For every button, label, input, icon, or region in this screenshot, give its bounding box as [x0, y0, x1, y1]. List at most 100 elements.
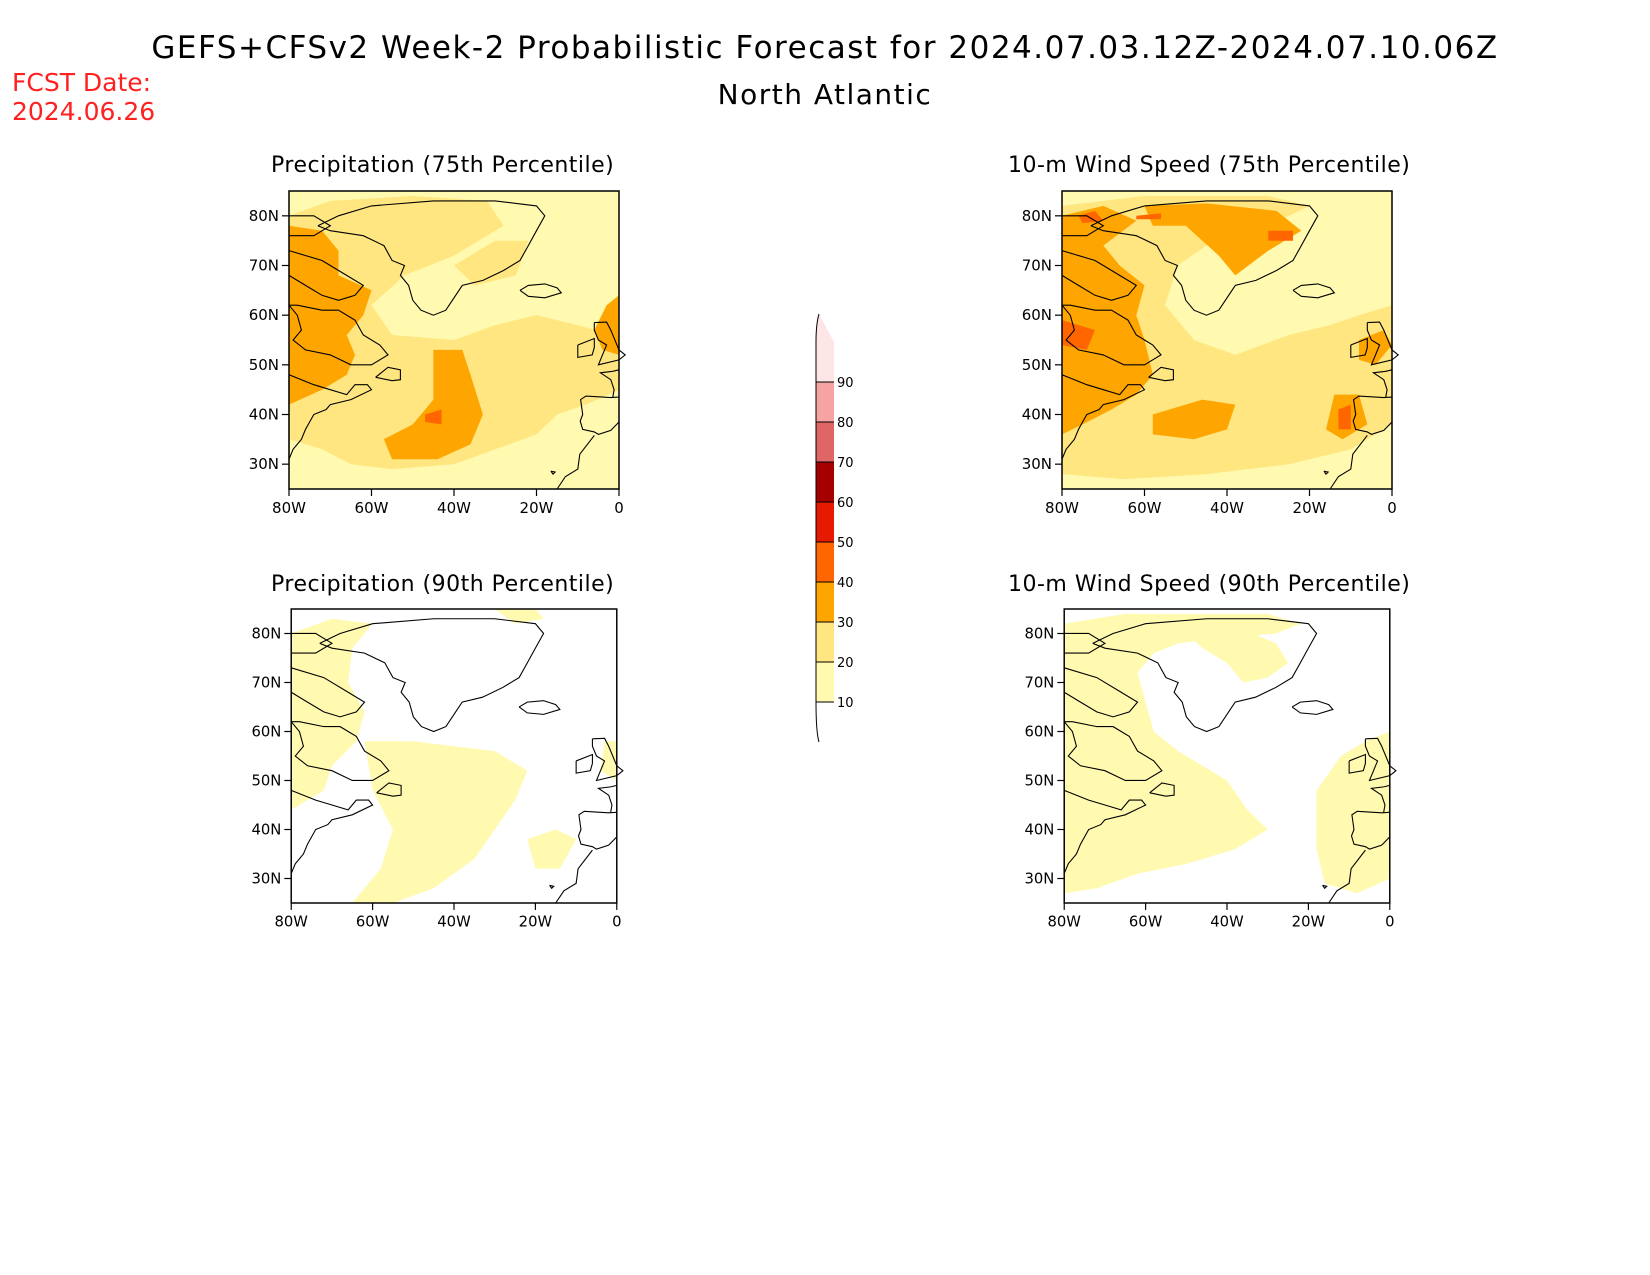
- lon-tick-label: 0: [1385, 914, 1394, 931]
- colorbar-swatch: [816, 622, 834, 662]
- coastline: [598, 369, 620, 398]
- lon-tick-label: 0: [1387, 499, 1397, 517]
- shaded-region: [1144, 203, 1302, 276]
- lat-tick-label: 40N: [1022, 406, 1052, 424]
- coastline: [577, 337, 595, 359]
- lon-tick-label: 60W: [1129, 914, 1163, 931]
- lat-tick-label: 30N: [1022, 455, 1052, 473]
- shaded-region: [1338, 404, 1351, 430]
- shading: [1062, 191, 1392, 489]
- lat-tick-label: 50N: [251, 772, 281, 789]
- coastline: [1371, 369, 1393, 398]
- shaded-region: [289, 225, 372, 405]
- map-precip75: 80N 70N 60N 50N 40N 30N 80W 60W 40W 20W 0: [249, 190, 627, 517]
- colorbar-bottom-tail: [815, 701, 820, 743]
- lat-tick-label: 40N: [251, 821, 281, 838]
- colorbar-swatch: [816, 542, 834, 582]
- fcst-date-value: 2024.06.26: [12, 97, 156, 126]
- colorbar-swatch: [816, 502, 834, 542]
- coastline: [1323, 470, 1330, 475]
- coastline: [1092, 618, 1318, 733]
- coastline: [375, 366, 401, 382]
- lat-tick-label: 60N: [1024, 723, 1054, 740]
- shaded-region: [1316, 731, 1390, 894]
- lat-tick-label: 60N: [251, 723, 281, 740]
- panel-title-wind90: 10-m Wind Speed (90th Percentile): [1008, 572, 1411, 597]
- shaded-region: [1062, 196, 1392, 480]
- coastline: [1369, 784, 1390, 813]
- shaded-region: [425, 409, 442, 425]
- lon-tick-label: 40W: [1210, 499, 1244, 517]
- coastline: [319, 618, 545, 733]
- lat-tick-label: 80N: [1024, 625, 1054, 642]
- lat-tick-label: 50N: [249, 356, 279, 374]
- shaded-region: [1062, 205, 1153, 435]
- coastline: [1061, 374, 1146, 460]
- shaded-region: [1186, 631, 1289, 683]
- coastline: [550, 470, 557, 475]
- coastline: [549, 884, 555, 890]
- shaded-region: [1062, 320, 1095, 350]
- coastline: [1352, 395, 1393, 436]
- lon-tick-label: 80W: [274, 914, 308, 931]
- coastline: [317, 200, 546, 316]
- coastline: [556, 435, 595, 490]
- lon-tick-label: 80W: [1045, 499, 1079, 517]
- colorbar-label: 50: [837, 536, 854, 551]
- colorbar-label: 60: [837, 496, 854, 511]
- lon-tick-label: 80W: [272, 499, 306, 517]
- lat-tick-label: 50N: [1024, 772, 1054, 789]
- lon-tick-label: 40W: [437, 499, 471, 517]
- shading: [289, 191, 619, 489]
- coastline: [1063, 667, 1139, 718]
- coastline: [288, 250, 365, 301]
- coastlines: [1063, 618, 1397, 904]
- shaded-region: [1078, 210, 1104, 224]
- shaded-region: [454, 240, 529, 286]
- lat-tick-label: 80N: [1022, 207, 1052, 225]
- coastline: [1292, 283, 1336, 299]
- lat-tick-label: 70N: [249, 257, 279, 275]
- coastline: [1322, 884, 1328, 890]
- coastline: [579, 395, 620, 436]
- coastline: [1063, 789, 1147, 874]
- coastline: [596, 784, 617, 813]
- shaded-region: [289, 196, 619, 470]
- coastline: [289, 215, 332, 237]
- colorbar-swatch: [816, 462, 834, 502]
- lat-tick-label: 40N: [1024, 821, 1054, 838]
- lat-tick-label: 60N: [1022, 306, 1052, 324]
- lat-tick-label: 30N: [249, 455, 279, 473]
- shaded-region: [527, 829, 577, 869]
- lon-tick-label: 20W: [519, 914, 553, 931]
- lon-tick-label: 20W: [1292, 914, 1326, 931]
- main-title: GEFS+CFSv2 Week-2 Probabilistic Forecast…: [151, 30, 1499, 66]
- lon-tick-label: 0: [612, 914, 621, 931]
- region-title: North Atlantic: [717, 78, 933, 111]
- colorbar-swatch: [816, 582, 834, 622]
- panel-title-wind75: 10-m Wind Speed (75th Percentile): [1008, 153, 1411, 178]
- shading: [1064, 609, 1390, 903]
- coastline: [288, 374, 373, 460]
- lat-tick-label: 50N: [1022, 356, 1052, 374]
- shaded-region: [352, 741, 528, 903]
- coastline: [577, 810, 618, 850]
- lon-tick-label: 40W: [1210, 914, 1244, 931]
- map-wind75: 80N 70N 60N 50N 40N 30N 80W 60W 40W 20W 0: [1022, 190, 1400, 517]
- lon-tick-label: 60W: [356, 914, 390, 931]
- panel-title-precip90: Precipitation (90th Percentile): [271, 572, 615, 597]
- lat-tick-label: 80N: [249, 207, 279, 225]
- coastline: [575, 753, 593, 774]
- lat-tick-label: 80N: [251, 625, 281, 642]
- colorbar-label: 20: [837, 656, 854, 671]
- colorbar-top-tail: [816, 314, 834, 342]
- lon-tick-label: 0: [614, 499, 624, 517]
- shaded-region: [383, 349, 483, 460]
- lat-tick-label: 30N: [1024, 870, 1054, 887]
- lon-tick-label: 40W: [437, 914, 471, 931]
- colorbar-label: 40: [837, 576, 854, 591]
- coastline: [1329, 435, 1368, 490]
- coastline: [290, 789, 374, 874]
- coastline: [1348, 753, 1366, 774]
- coastlines: [290, 618, 624, 904]
